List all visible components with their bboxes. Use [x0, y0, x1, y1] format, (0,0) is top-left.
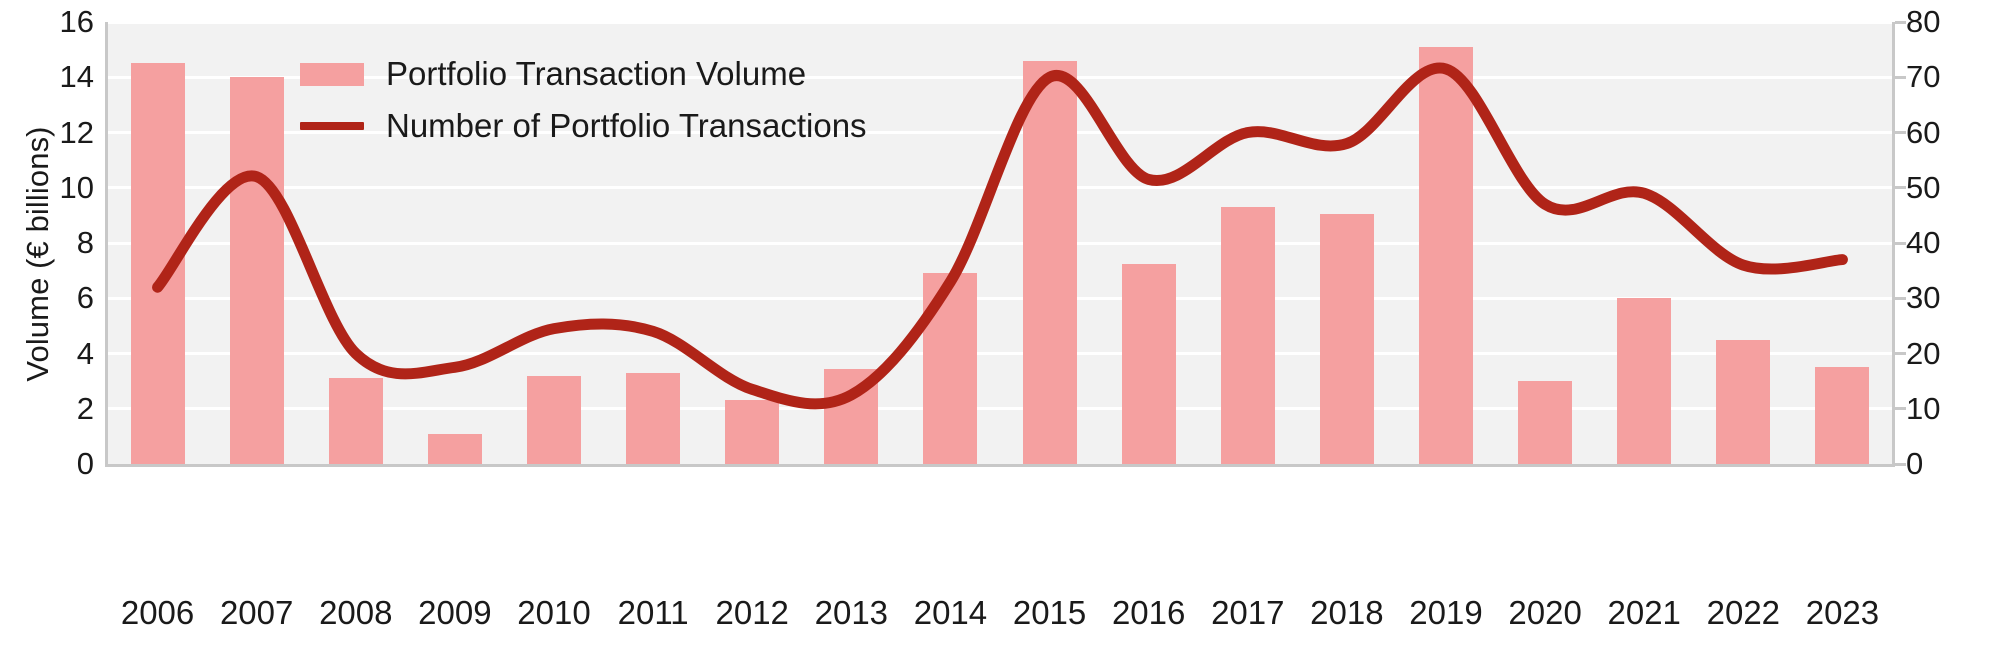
x-tick-label: 2011	[617, 594, 689, 631]
x-axis-labels: 2006 2007 2008 2009 2010 2011 2012 2013 2014 2015…	[108, 594, 1892, 644]
y-tick-label-right: 70	[1906, 59, 1941, 95]
y-tick-label-right: 50	[1906, 169, 1941, 205]
x-tick-label: 2012	[715, 594, 789, 631]
y-tick-label-left: 6	[76, 280, 94, 316]
bar-swatch-icon	[300, 62, 364, 86]
transactions-line	[152, 62, 1848, 410]
y-tick-label-left: 8	[76, 225, 94, 260]
bar[interactable]	[725, 400, 780, 464]
y-tick-label-right: 20	[1906, 335, 1941, 371]
legend-item-volume[interactable]: Portfolio Transaction Volume	[300, 48, 867, 100]
x-tick-label: 2010	[517, 594, 591, 631]
gridline	[108, 241, 1892, 245]
y-tick-mark-right	[1895, 407, 1906, 411]
x-tick-label: 2007	[219, 594, 294, 631]
bar[interactable]	[1518, 381, 1573, 464]
gridline	[108, 352, 1892, 355]
x-tick-label: 2023	[1805, 594, 1880, 631]
legend-label-volume: Portfolio Transaction Volume	[386, 55, 807, 92]
y-tick-label-left: 4	[76, 335, 94, 371]
x-tick-label: 2016	[1111, 594, 1186, 631]
bar[interactable]	[1617, 298, 1672, 464]
x-tick-label: 2009	[418, 594, 492, 631]
bar[interactable]	[1220, 207, 1275, 464]
x-tick-label: 2017	[1211, 594, 1285, 631]
bar[interactable]	[1121, 263, 1176, 464]
x-tick-label: 2022	[1706, 594, 1781, 631]
y-tick-label-right: 60	[1906, 114, 1941, 150]
bar[interactable]	[526, 375, 581, 464]
right-axis-spine	[1892, 22, 1895, 467]
bar-series	[108, 22, 1892, 464]
bar[interactable]	[1319, 214, 1374, 464]
line-swatch-icon	[300, 122, 364, 130]
gridline	[108, 186, 1892, 190]
gridline	[108, 407, 1892, 411]
y-tick-label-right: 40	[1906, 225, 1941, 260]
chart-legend: Portfolio Transaction Volume Number of P…	[300, 48, 867, 152]
y-tick-mark-right	[1895, 20, 1906, 24]
gridline	[108, 75, 1892, 79]
gridline	[108, 20, 1892, 24]
x-tick-label: 2013	[814, 594, 889, 631]
bottom-axis-spine	[105, 464, 1895, 467]
y-tick-mark-right	[1895, 462, 1906, 466]
x-tick-label: 2015	[1012, 594, 1087, 631]
gridline	[108, 131, 1892, 134]
y-tick-mark-right	[1895, 241, 1906, 245]
y-tick-mark-right	[1895, 296, 1906, 300]
bar[interactable]	[1815, 367, 1870, 464]
y-tick-label-right: 30	[1906, 280, 1941, 316]
bar[interactable]	[229, 77, 284, 464]
y-tick-label-left: 2	[76, 390, 94, 426]
bar[interactable]	[328, 378, 383, 464]
x-tick-label: 2008	[319, 594, 393, 631]
y-tick-mark-right	[1895, 186, 1906, 190]
legend-item-transactions[interactable]: Number of Portfolio Transactions	[300, 100, 867, 152]
gridline	[108, 296, 1892, 300]
bar[interactable]	[1716, 339, 1771, 464]
legend-label-transactions: Number of Portfolio Transactions	[386, 107, 867, 144]
bar[interactable]	[1418, 46, 1473, 464]
y-tick-label-left: 16	[59, 4, 94, 39]
y-tick-label-right: 10	[1906, 390, 1941, 426]
y-tick-label-right: 80	[1906, 4, 1941, 39]
bar[interactable]	[1022, 60, 1077, 464]
y-tick-label-right: 0	[1906, 446, 1924, 481]
x-tick-label: 2014	[913, 594, 988, 631]
y-tick-label-left: 0	[76, 446, 94, 481]
plot-area	[108, 20, 1892, 464]
bar[interactable]	[427, 433, 482, 464]
y-tick-mark-right	[1895, 131, 1906, 134]
y-tick-label-left: 10	[59, 169, 94, 205]
y-tick-mark-right	[1895, 75, 1906, 79]
bar[interactable]	[626, 372, 681, 464]
x-tick-label: 2018	[1310, 594, 1384, 631]
y-tick-mark-right	[1895, 352, 1906, 355]
y-tick-label-left: 12	[59, 114, 94, 150]
y-tick-label-left: 14	[59, 59, 94, 95]
x-tick-label: 2021	[1607, 594, 1681, 631]
x-tick-label: 2006	[120, 594, 195, 631]
x-tick-label: 2020	[1508, 594, 1582, 631]
line-series	[152, 62, 1848, 410]
left-axis-spine	[105, 22, 108, 467]
y-axis-right-ticks: 80 70 60 50 40 30 20 10 0	[1906, 0, 1976, 484]
x-tick-label: 2019	[1409, 594, 1483, 631]
y-axis-left-ticks: 16 14 12 10 8 6 4 2 0	[24, 0, 94, 484]
